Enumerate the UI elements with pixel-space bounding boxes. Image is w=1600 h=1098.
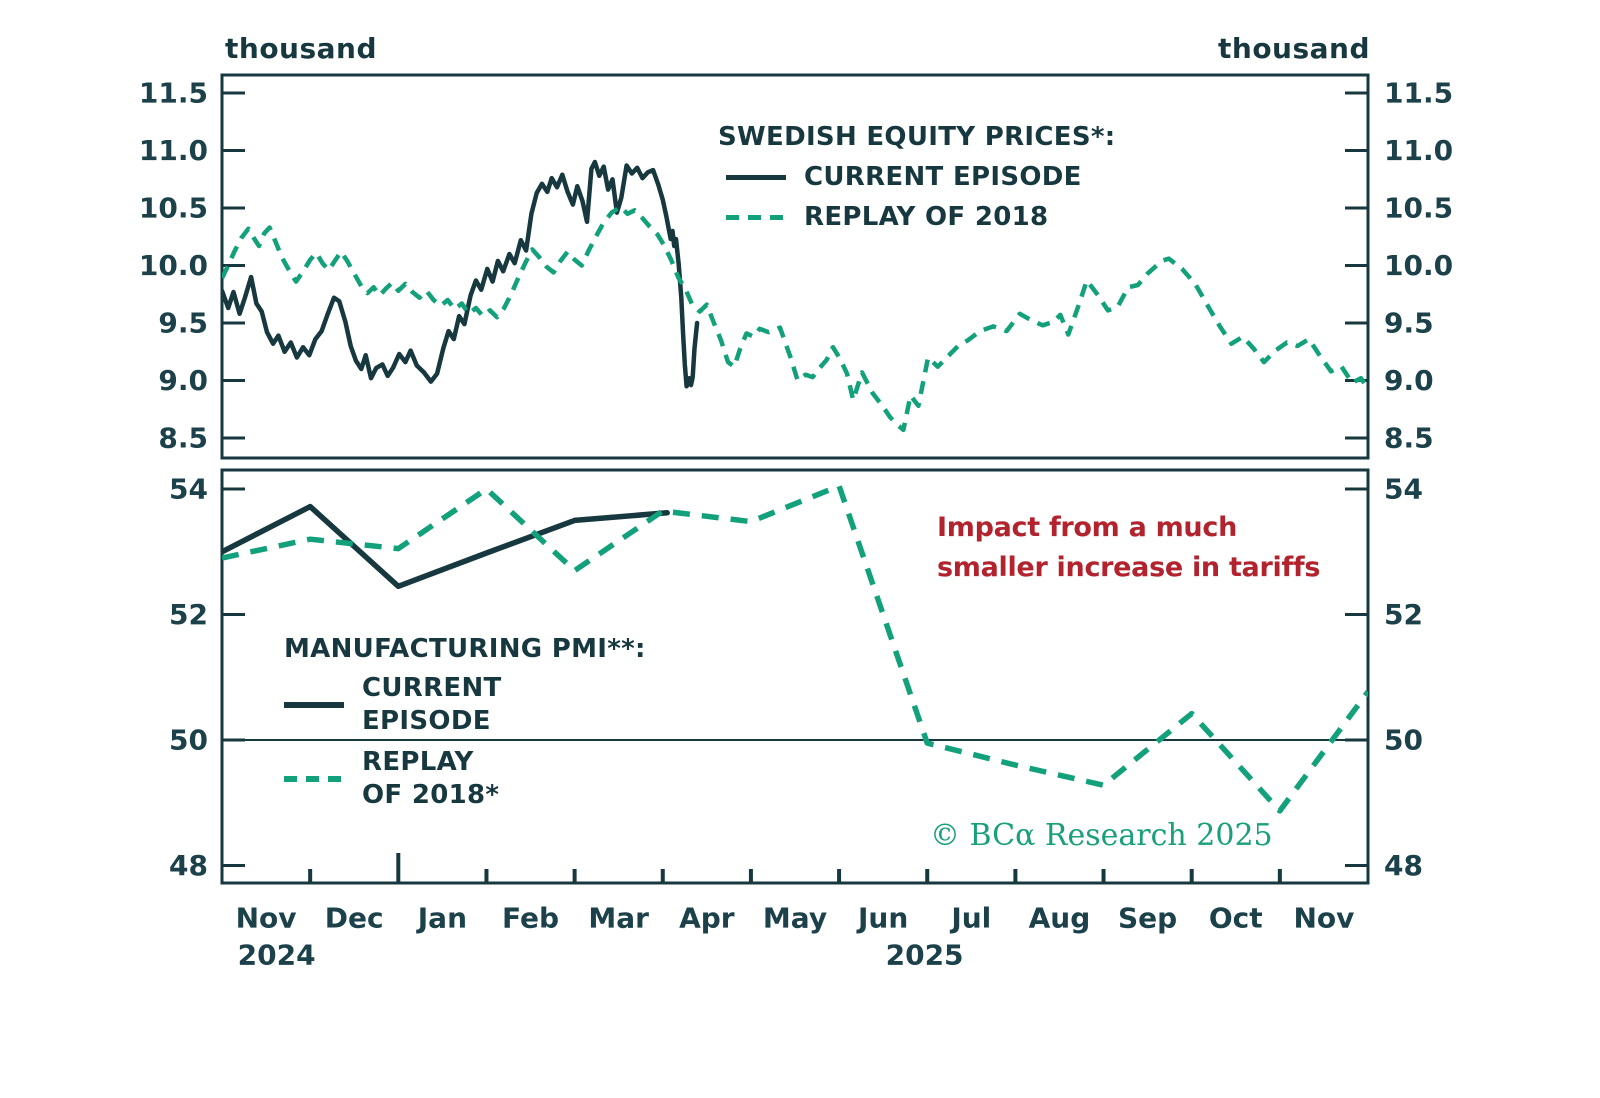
bca-research-watermark: © BCα Research 2025	[930, 818, 1273, 853]
equity-legend-title: SWEDISH EQUITY PRICES*:	[718, 122, 1116, 152]
y-tick-label-left: 10.5	[139, 192, 208, 225]
month-label: Jan	[416, 902, 467, 935]
month-label: Dec	[325, 902, 384, 935]
y-tick-label-right: 8.5	[1384, 422, 1434, 455]
y-tick-label-right: 11.5	[1384, 77, 1453, 110]
equity-replay-line-sample	[726, 214, 786, 220]
pmi-replay-line	[222, 483, 1368, 814]
month-label: Oct	[1209, 902, 1263, 935]
pmi-panel-frame	[220, 468, 1370, 885]
pmi-current-line-sample	[284, 702, 344, 708]
annotation-line1: Impact from a much	[937, 512, 1237, 543]
y-tick-label-left: 9.5	[158, 307, 208, 340]
month-label: Apr	[679, 902, 735, 935]
year-label-2025: 2025	[886, 939, 964, 972]
month-label: Feb	[502, 902, 559, 935]
equity-legend: SWEDISH EQUITY PRICES*: CURRENT EPISODE …	[718, 122, 1115, 232]
y-tick-label-left: 50	[169, 724, 208, 757]
month-label: Aug	[1029, 902, 1091, 935]
pmi-current-line	[222, 503, 670, 590]
pmi-current-label: CURRENT EPISODE	[362, 672, 502, 738]
y-tick-label-right: 11.0	[1384, 134, 1453, 167]
pmi-series	[222, 483, 1368, 814]
year-label-2024: 2024	[238, 939, 316, 972]
y-tick-label-left: 11.5	[139, 77, 208, 110]
equity-series	[222, 159, 1368, 433]
month-label: Jun	[856, 902, 908, 935]
equity-current-line	[222, 159, 700, 389]
month-label: Sep	[1118, 902, 1177, 935]
month-label: Nov	[1293, 902, 1354, 935]
y-tick-label-left: 9.0	[158, 364, 208, 397]
y-tick-label-right: 10.5	[1384, 192, 1453, 225]
pmi-replay-label-line1: REPLAY	[362, 747, 474, 777]
y-tick-label-right: 48	[1384, 849, 1423, 882]
month-label: Nov	[236, 902, 297, 935]
y-tick-label-right: 54	[1384, 473, 1423, 506]
equity-panel-frame	[220, 73, 1370, 460]
tariff-impact-annotation: Impact from a much smaller increase in t…	[937, 508, 1320, 588]
y-tick-label-left: 48	[169, 849, 208, 882]
pmi-replay-label: REPLAY OF 2018*	[362, 746, 499, 812]
annotation-line2: smaller increase in tariffs	[937, 552, 1321, 583]
month-label: Jul	[949, 902, 991, 935]
month-label: May	[763, 902, 827, 935]
y-tick-label-left: 10.0	[139, 249, 208, 282]
y-tick-label-left: 8.5	[158, 422, 208, 455]
pmi-current-label-line2: EPISODE	[362, 706, 491, 736]
month-label: Mar	[588, 902, 649, 935]
top-right-unit-label: thousand	[1218, 32, 1371, 65]
y-tick-label-right: 52	[1384, 598, 1423, 631]
equity-panel	[220, 73, 1370, 460]
equity-replay-line	[222, 204, 1368, 433]
y-tick-label-right: 9.0	[1384, 364, 1434, 397]
y-tick-label-right: 10.0	[1384, 249, 1453, 282]
pmi-current-label-line1: CURRENT	[362, 673, 502, 703]
y-tick-label-right: 50	[1384, 724, 1423, 757]
equity-current-line-sample	[726, 174, 786, 180]
pmi-replay-label-line2: OF 2018*	[362, 780, 500, 810]
pmi-panel	[220, 468, 1370, 885]
y-tick-label-left: 11.0	[139, 134, 208, 167]
y-tick-label-right: 9.5	[1384, 307, 1434, 340]
equity-current-label: CURRENT EPISODE	[804, 162, 1082, 192]
pmi-legend-title: MANUFACTURING PMI**:	[284, 634, 646, 664]
top-left-unit-label: thousand	[225, 32, 378, 65]
pmi-replay-line-sample	[284, 776, 344, 782]
equity-replay-label: REPLAY OF 2018	[804, 202, 1049, 232]
y-tick-label-left: 52	[169, 598, 208, 631]
y-tick-label-left: 54	[169, 473, 208, 506]
pmi-legend: MANUFACTURING PMI**: CURRENT EPISODE REP…	[284, 634, 646, 812]
